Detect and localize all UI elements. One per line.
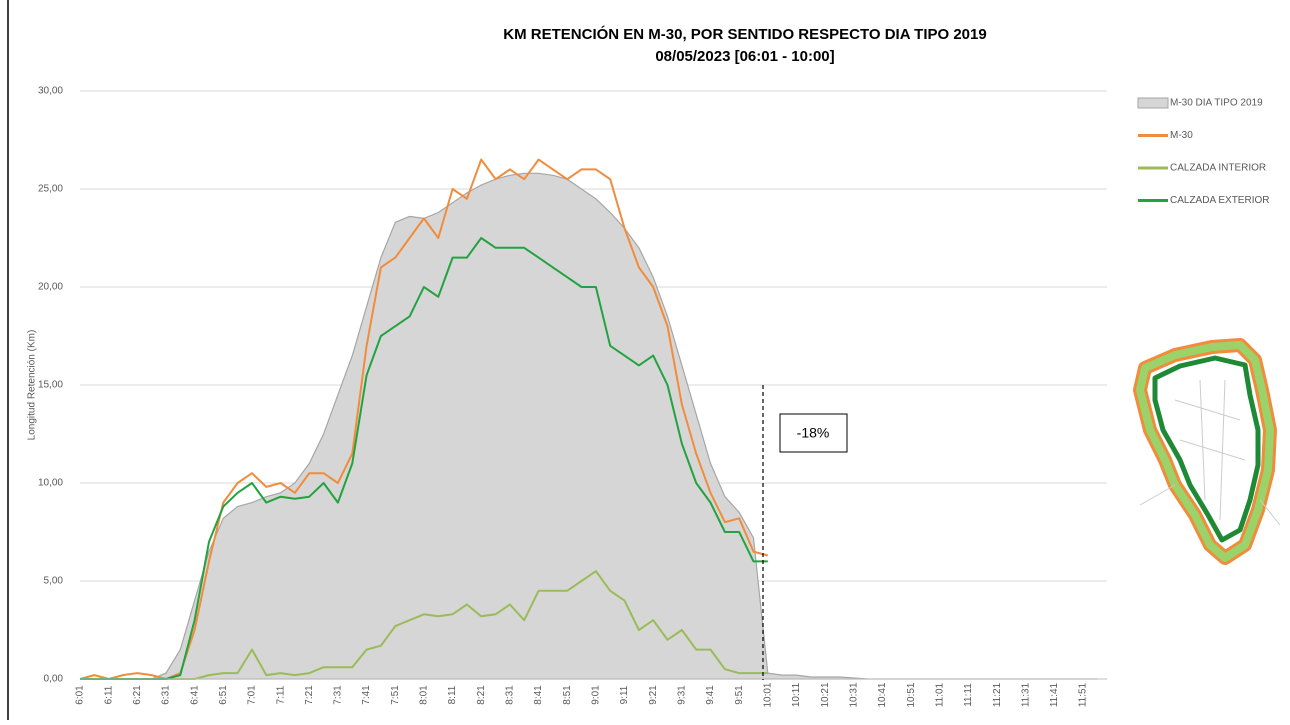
x-tick-label: 8:21	[476, 685, 487, 705]
legend-label: M-30 DIA TIPO 2019	[1170, 98, 1263, 109]
x-tick-label: 10:21	[820, 682, 831, 707]
x-tick-label: 7:11	[275, 685, 286, 704]
x-tick-label: 9:51	[734, 685, 745, 705]
y-tick-label: 15,00	[38, 380, 63, 391]
line	[79, 158, 769, 680]
x-tick-label: 11:31	[1020, 682, 1031, 707]
chart-title: KM RETENCIÓN EN M-30, POR SENTIDO RESPEC…	[503, 25, 986, 43]
x-tick-label: 9:31	[677, 685, 688, 705]
x-tick-label: 7:31	[333, 685, 344, 705]
x-tick-label: 10:01	[762, 682, 773, 707]
x-tick-label: 11:41	[1049, 682, 1060, 707]
legend-label: M-30	[1170, 130, 1193, 141]
x-tick-label: 8:41	[533, 685, 544, 705]
x-tick-label: 11:11	[963, 683, 974, 707]
y-tick-label: 20,00	[38, 282, 63, 293]
y-tick-label: 0,00	[44, 674, 64, 685]
x-tick-label: 11:21	[992, 682, 1003, 707]
x-tick-label: 9:41	[705, 685, 716, 705]
x-tick-label: 6:01	[75, 685, 86, 705]
x-tick-label: 9:21	[648, 685, 659, 705]
x-tick-label: 8:01	[419, 685, 430, 705]
x-tick-label: 10:11	[791, 682, 802, 707]
annotation: -18%	[797, 425, 830, 441]
y-tick-label: 10,00	[38, 478, 63, 489]
area	[80, 172, 1098, 680]
x-tick-label: 6:21	[132, 685, 143, 705]
x-tick-label: 9:11	[619, 685, 630, 704]
x-tick-label: 8:31	[505, 685, 516, 705]
line	[80, 237, 768, 680]
x-tick-label: 8:51	[562, 685, 573, 705]
map-ring-inner	[1136, 341, 1274, 562]
x-tick-label: 6:31	[161, 685, 172, 705]
map-roads	[1139, 379, 1281, 526]
x-tick-label: 7:41	[361, 685, 372, 705]
m30-map	[1133, 338, 1281, 565]
x-tick-label: 10:41	[877, 682, 888, 707]
legend-label: CALZADA EXTERIOR	[1170, 195, 1269, 206]
x-tick-label: 10:51	[906, 682, 917, 707]
x-tick-label: 7:01	[247, 685, 258, 705]
x-tick-label: 6:51	[218, 685, 229, 705]
legend-swatch	[1137, 97, 1169, 109]
x-tick-label: 6:41	[189, 685, 200, 705]
x-tick-label: 6:11	[103, 685, 114, 704]
x-tick-label: 10:31	[848, 682, 859, 707]
x-tick-label: 7:21	[304, 685, 315, 705]
y-tick-label: 5,00	[44, 576, 64, 587]
y-axis-label: Longitud Retención (Km)	[27, 330, 38, 441]
annotation-box	[779, 413, 848, 453]
x-tick-label: 9:01	[591, 685, 602, 705]
plot-area: 0,00 5,00 10,00 15,00 20,00 25,00 30,00 6:01 6:1…	[38, 86, 1107, 708]
legend-label: CALZADA INTERIOR	[1170, 163, 1266, 174]
y-tick-label: 25,00	[38, 184, 63, 195]
map-ring-outer	[1152, 355, 1261, 543]
x-tick-label: 8:11	[447, 685, 458, 704]
x-tick-label: 7:51	[390, 685, 401, 705]
x-tick-label: 11:01	[934, 682, 945, 707]
y-tick-label: 30,00	[38, 86, 63, 97]
chart-subtitle: 08/05/2023 [06:01 - 10:00]	[655, 48, 834, 65]
x-tick-label: 11:51	[1078, 682, 1089, 707]
